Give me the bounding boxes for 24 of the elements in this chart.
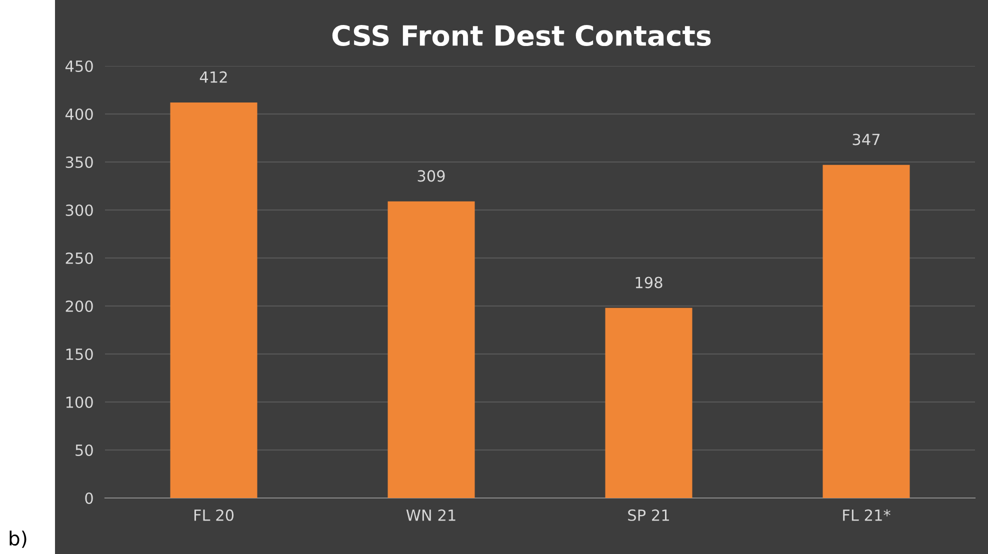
y-tick-label: 50 bbox=[76, 444, 93, 456]
y-tick-label: 100 bbox=[66, 396, 93, 408]
y-tick-label: 450 bbox=[65, 60, 93, 72]
chart-title: CSS Front Dest Contacts bbox=[332, 25, 711, 46]
bar bbox=[822, 164, 910, 498]
bar bbox=[170, 102, 258, 498]
y-tick-label: 0 bbox=[85, 492, 93, 504]
x-tick-label: FL 20 bbox=[194, 509, 234, 521]
y-tick-label: 300 bbox=[66, 204, 93, 216]
x-tick-label: WN 21 bbox=[406, 509, 456, 521]
x-tick-label: SP 21 bbox=[628, 509, 669, 521]
data-label: 347 bbox=[852, 134, 880, 146]
text: b) bbox=[10, 530, 26, 548]
bar bbox=[388, 201, 475, 498]
data-label: 412 bbox=[200, 71, 227, 83]
data-label: 309 bbox=[418, 170, 445, 182]
bar bbox=[605, 308, 692, 498]
data-label: 198 bbox=[636, 276, 662, 288]
y-tick-label: 200 bbox=[66, 300, 93, 312]
y-tick-label: 250 bbox=[66, 252, 93, 264]
y-tick-label: 150 bbox=[66, 348, 93, 360]
y-tick-label: 400 bbox=[65, 108, 93, 120]
y-tick-label: 350 bbox=[66, 156, 93, 168]
x-tick-label: FL 21* bbox=[843, 509, 890, 521]
